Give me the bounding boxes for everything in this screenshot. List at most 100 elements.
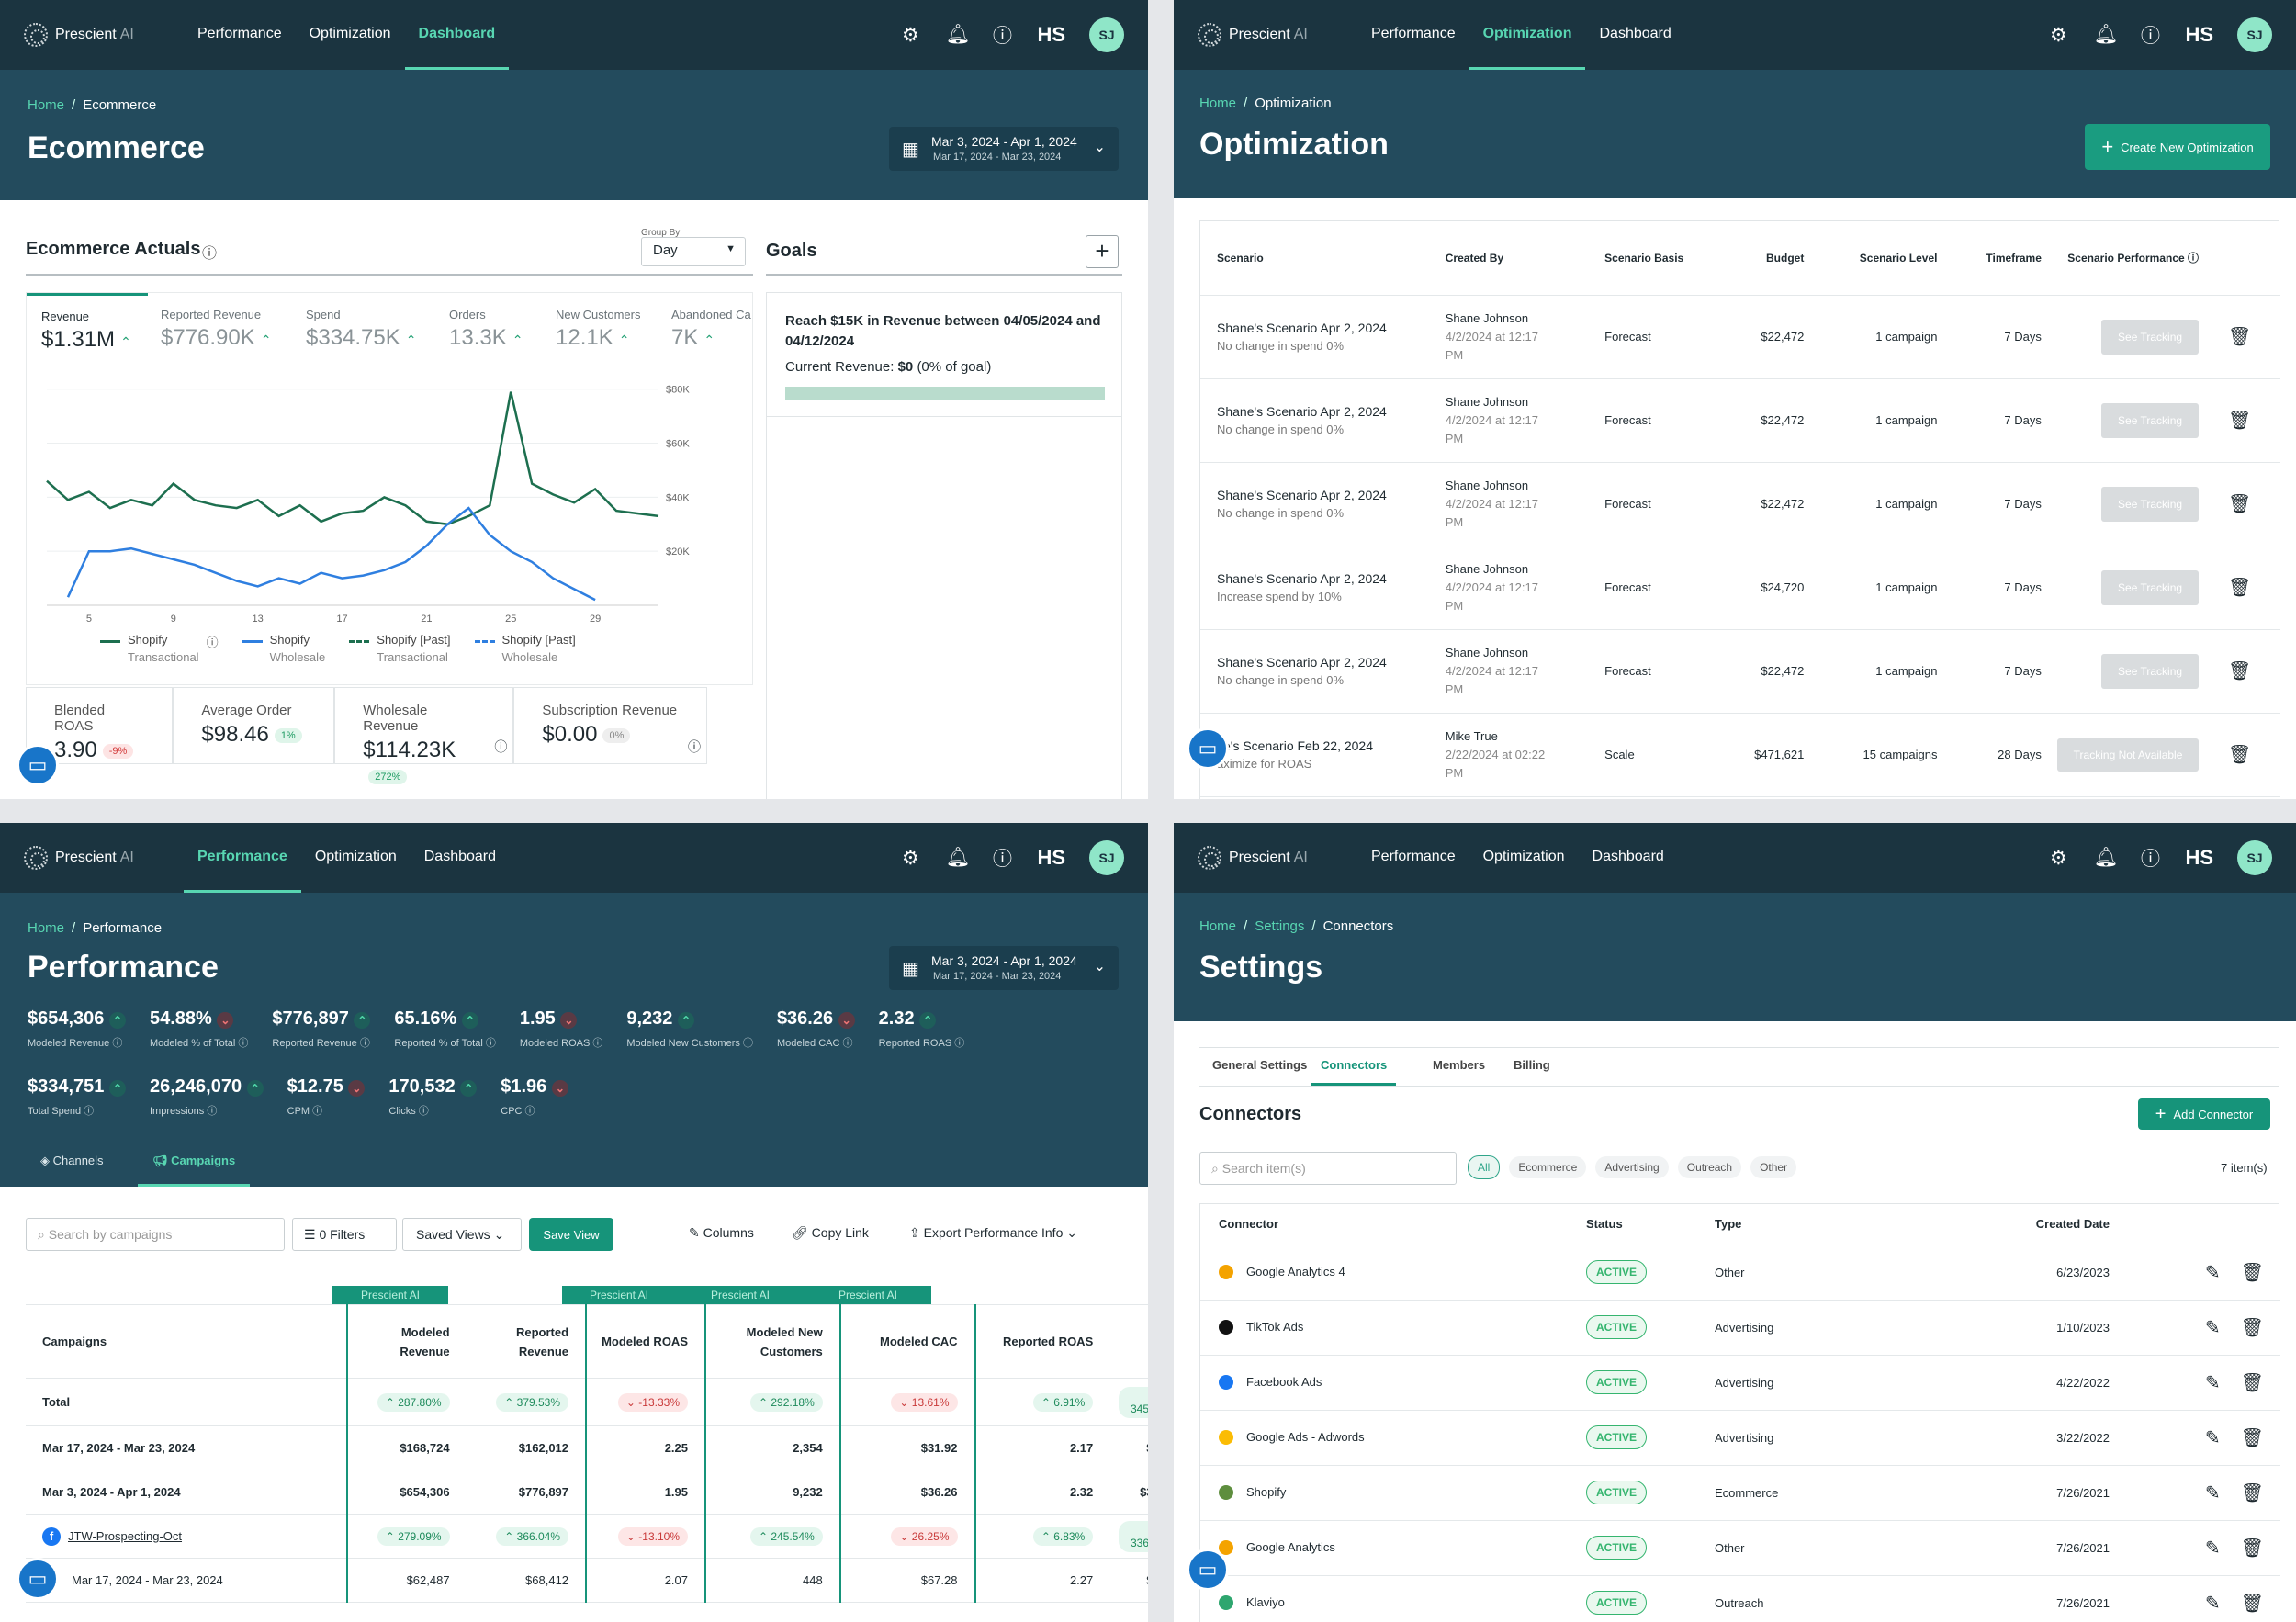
add-connector-button[interactable]: + Add Connector xyxy=(2138,1098,2270,1130)
gear-icon[interactable]: ⚙ xyxy=(2050,847,2067,869)
chip-ecommerce[interactable]: Ecommerce xyxy=(1509,1156,1587,1178)
trash-icon[interactable]: 🗑︎ xyxy=(2227,745,2252,765)
logo[interactable]: Prescient AI xyxy=(24,846,162,870)
see-tracking-button[interactable]: See Tracking xyxy=(2101,653,2200,689)
add-goal-button[interactable]: + xyxy=(1086,235,1119,268)
scenario-row[interactable]: Shane's Scenario Apr 2, 2024 No change in… xyxy=(1200,462,2280,546)
avatar[interactable]: SJ xyxy=(1089,840,1124,875)
column-header[interactable]: Modeled New Customers xyxy=(704,1304,840,1379)
breadcrumb-home[interactable]: Home xyxy=(1199,96,1237,111)
nav-optimization[interactable]: Optimization xyxy=(1482,848,1565,864)
copy-link-button[interactable]: 🔗︎ Copy Link xyxy=(792,1225,869,1240)
connector-row[interactable]: Facebook Ads ACTIVE Advertising 4/22/2022 ✎ 🗑… xyxy=(1200,1355,2280,1410)
nav-optimization[interactable]: Optimization xyxy=(1469,0,1586,70)
scenario-row[interactable]: Shane's Scenario Apr 2, 2024 No change in… xyxy=(1200,378,2280,462)
connector-search-input[interactable]: ⌕ Search item(s) xyxy=(1199,1152,1457,1185)
help-icon[interactable]: ⓘ xyxy=(992,849,1012,870)
nav-optimization[interactable]: Optimization xyxy=(309,25,391,41)
tab-campaigns[interactable]: 📢︎ Campaigns xyxy=(138,1144,251,1187)
nav-performance[interactable]: Performance xyxy=(1371,848,1456,864)
avatar[interactable]: SJ xyxy=(1089,17,1124,52)
bell-icon[interactable]: 🔔︎ xyxy=(945,847,971,868)
chip-advertising[interactable]: Advertising xyxy=(1595,1156,1669,1178)
nav-performance[interactable]: Performance xyxy=(197,25,282,41)
trash-icon[interactable]: 🗑︎ xyxy=(2240,1482,2264,1504)
column-header[interactable]: Modeled Revenue xyxy=(346,1304,467,1379)
scenario-row[interactable]: Shane's Scenario Apr 2, 2024 No change in… xyxy=(1200,295,2280,378)
table-row[interactable]: Mar 3, 2024 - Apr 1, 2024 $654,306 $776,89… xyxy=(26,1470,1148,1515)
nav-performance[interactable]: Performance xyxy=(1371,25,1456,41)
trash-icon[interactable]: 🗑︎ xyxy=(2240,1372,2264,1393)
org-initials[interactable]: HS xyxy=(2185,846,2213,869)
group-by-select[interactable]: Day ▼ xyxy=(641,237,746,266)
table-row[interactable]: Mar 17, 2024 - Mar 23, 2024 $62,487 $68,41… xyxy=(26,1558,1148,1603)
save-view-button[interactable]: Save View xyxy=(529,1218,613,1251)
metric-orders[interactable]: Orders 13.3K ⌃ xyxy=(449,308,523,350)
connector-row[interactable]: TikTok Ads ACTIVE Advertising 1/10/2023 ✎ 🗑︎ xyxy=(1200,1300,2280,1355)
bell-icon[interactable]: 🔔︎ xyxy=(2093,24,2119,45)
chat-launcher[interactable]: ▭ xyxy=(17,1558,59,1600)
trash-icon[interactable]: 🗑︎ xyxy=(2227,578,2252,598)
tab-members[interactable]: Members xyxy=(1433,1058,1486,1072)
metric-new-customers[interactable]: New Customers 12.1K ⌃ xyxy=(556,308,641,350)
trash-icon[interactable]: 🗑︎ xyxy=(2227,327,2252,347)
export-button[interactable]: ⇪ Export Performance Info ⌄ xyxy=(909,1225,1077,1240)
connector-row[interactable]: Google Analytics ACTIVE Other 7/26/2021 ✎ 🗑︎ xyxy=(1200,1520,2280,1575)
metric-reported-revenue[interactable]: Reported Revenue $776.90K ⌃ xyxy=(161,308,272,350)
nav-dashboard[interactable]: Dashboard xyxy=(423,848,497,864)
connector-row[interactable]: Google Analytics 4 ACTIVE Other 6/23/2023 ✎ 🗑… xyxy=(1200,1245,2280,1300)
scenario-row[interactable]: Shane's Scenario Apr 2, 2024 Increase spe… xyxy=(1200,546,2280,629)
edit-icon[interactable]: ✎ xyxy=(2204,1372,2221,1393)
tab-general-settings[interactable]: General Settings xyxy=(1212,1058,1308,1072)
tab-billing[interactable]: Billing xyxy=(1514,1058,1550,1072)
scenario-row[interactable]: Shane's Scenario Apr 2, 2024 No change in… xyxy=(1200,629,2280,713)
saved-views-dropdown[interactable]: Saved Views ⌄ xyxy=(402,1218,522,1251)
connector-row[interactable]: Klaviyo ACTIVE Outreach 7/26/2021 ✎ 🗑︎ xyxy=(1200,1575,2280,1622)
nav-dashboard[interactable]: Dashboard xyxy=(404,0,510,70)
breadcrumb-home[interactable]: Home xyxy=(28,920,65,936)
see-tracking-button[interactable]: See Tracking xyxy=(2101,402,2200,438)
breadcrumb-home[interactable]: Home xyxy=(28,97,65,113)
nav-dashboard[interactable]: Dashboard xyxy=(1599,25,1671,41)
edit-icon[interactable]: ✎ xyxy=(2204,1482,2221,1504)
trash-icon[interactable]: 🗑︎ xyxy=(2240,1538,2264,1559)
chat-launcher[interactable]: ▭ xyxy=(1187,1549,1229,1591)
chip-outreach[interactable]: Outreach xyxy=(1677,1156,1742,1178)
metric-abandoned-carts[interactable]: Abandoned Ca 7K ⌃ xyxy=(671,308,751,350)
trash-icon[interactable]: 🗑︎ xyxy=(2240,1593,2264,1614)
chip-other[interactable]: Other xyxy=(1750,1156,1797,1178)
table-row[interactable]: Mar 17, 2024 - Mar 23, 2024 $168,724 $162,… xyxy=(26,1425,1148,1470)
chat-launcher[interactable]: ▭ xyxy=(1187,727,1229,770)
campaign-link[interactable]: JTW-Prospecting-Oct xyxy=(68,1528,183,1543)
connector-row[interactable]: Google Ads - Adwords ACTIVE Advertising 3/2… xyxy=(1200,1410,2280,1465)
column-header[interactable]: Modeled ROAS xyxy=(585,1304,705,1379)
bell-icon[interactable]: 🔔︎ xyxy=(945,24,971,45)
logo[interactable]: Prescient AI xyxy=(24,23,162,47)
date-range-selector[interactable]: ▦ Mar 3, 2024 - Apr 1, 2024 Mar 17, 2024… xyxy=(889,946,1119,990)
edit-icon[interactable]: ✎ xyxy=(2204,1538,2221,1559)
metric-revenue[interactable]: Revenue $1.31M ⌃ xyxy=(41,310,131,352)
campaign-search-input[interactable]: ⌕ Search by campaigns xyxy=(26,1218,285,1251)
nav-dashboard[interactable]: Dashboard xyxy=(1592,848,1664,864)
gear-icon[interactable]: ⚙ xyxy=(2050,24,2067,46)
logo[interactable]: Prescient AI xyxy=(1198,23,1335,47)
metric-spend[interactable]: Spend $334.75K ⌃ xyxy=(306,308,417,350)
avatar[interactable]: SJ xyxy=(2237,840,2272,875)
create-optimization-button[interactable]: + Create New Optimization xyxy=(2085,124,2270,170)
trash-icon[interactable]: 🗑︎ xyxy=(2240,1317,2264,1338)
see-tracking-button[interactable]: See Tracking xyxy=(2101,319,2200,355)
column-header[interactable]: Reported ROAS xyxy=(974,1304,1110,1379)
table-row[interactable]: f JTW-Prospecting-Oct ⌃ 279.09% ⌃ 366.04% ⌄ … xyxy=(26,1514,1148,1559)
column-header[interactable]: Reported Revenue xyxy=(466,1304,587,1379)
breadcrumb-home[interactable]: Home xyxy=(1199,918,1237,934)
org-initials[interactable]: HS xyxy=(1037,23,1065,46)
date-range-selector[interactable]: ▦ Mar 3, 2024 - Apr 1, 2024 Mar 17, 2024… xyxy=(889,127,1119,171)
column-header[interactable]: Campaigns xyxy=(42,1335,107,1348)
columns-button[interactable]: ✎ Columns xyxy=(689,1225,754,1240)
edit-icon[interactable]: ✎ xyxy=(2204,1427,2221,1448)
gear-icon[interactable]: ⚙ xyxy=(902,24,919,46)
trash-icon[interactable]: 🗑︎ xyxy=(2240,1427,2264,1448)
info-icon[interactable]: ⓘ xyxy=(202,246,218,262)
edit-icon[interactable]: ✎ xyxy=(2204,1262,2221,1283)
trash-icon[interactable]: 🗑︎ xyxy=(2227,661,2252,681)
